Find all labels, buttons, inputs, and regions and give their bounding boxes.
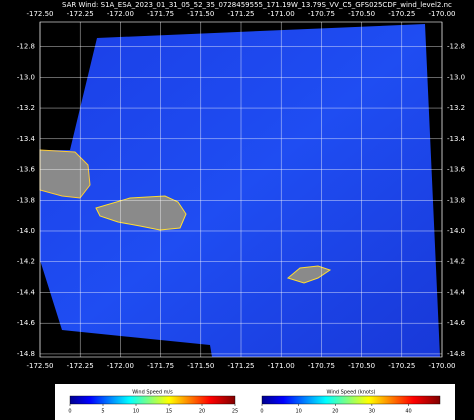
y-tick-label: -14.4 <box>17 288 36 296</box>
island-savaii <box>39 149 91 199</box>
x-tick-label: -171.00 <box>268 10 295 18</box>
sar-swath <box>39 24 440 357</box>
y-tick-label: -13.0 <box>17 73 35 81</box>
island-upolu <box>95 195 187 231</box>
y-tick-label: -14.0 <box>447 227 465 235</box>
y-tick-label: -14.6 <box>447 319 466 327</box>
map-frame <box>39 21 443 358</box>
y-tick-label: -14.4 <box>447 288 466 296</box>
colorbar-label: Wind Speed m/s <box>132 390 173 396</box>
island-tutuila <box>286 265 332 284</box>
colorbar-tick-label: 25 <box>232 409 238 415</box>
y-tick-label: -12.8 <box>447 43 465 51</box>
x-tick-label: -171.00 <box>268 362 295 370</box>
x-tick-label: -170.50 <box>348 362 375 370</box>
colorbar <box>69 395 236 405</box>
x-tick-label: -170.00 <box>428 10 455 18</box>
x-tick-label: -172.00 <box>107 362 134 370</box>
y-tick-label: -14.2 <box>447 258 465 266</box>
colorbar-tick-label: 5 <box>101 409 104 415</box>
x-tick-label: -172.25 <box>67 10 94 18</box>
map-title: SAR Wind: S1A_ESA_2023_01_31_05_52_35_07… <box>62 1 452 9</box>
y-tick-label: -13.2 <box>447 104 465 112</box>
y-tick-label: -13.4 <box>17 135 36 143</box>
y-tick-label: -13.0 <box>447 73 465 81</box>
y-tick-label: -13.2 <box>17 104 35 112</box>
y-tick-label: -13.8 <box>17 196 35 204</box>
colorbar-tick-label: 20 <box>199 409 205 415</box>
wind-field <box>40 24 440 357</box>
x-tick-label: -172.25 <box>67 362 94 370</box>
colorbar-tick-label: 10 <box>133 409 139 415</box>
y-tick-label: -13.8 <box>447 196 465 204</box>
colorbar-tick-label: 10 <box>295 409 301 415</box>
colorbar <box>261 395 441 405</box>
x-tick-label: -170.75 <box>308 10 335 18</box>
y-tick-label: -12.8 <box>17 43 35 51</box>
x-tick-label: -172.50 <box>26 10 53 18</box>
colorbar-tick-label: 30 <box>369 409 375 415</box>
x-tick-label: -170.25 <box>388 362 415 370</box>
x-tick-label: -172.00 <box>107 10 134 18</box>
x-tick-label: -171.50 <box>187 362 214 370</box>
y-tick-label: -13.6 <box>17 166 36 174</box>
y-tick-label: -13.4 <box>447 135 466 143</box>
x-tick-label: -170.25 <box>388 10 415 18</box>
colorbar-tick-label: 20 <box>332 409 338 415</box>
y-tick-label: -13.6 <box>447 166 466 174</box>
y-tick-label: -14.6 <box>17 319 36 327</box>
x-tick-label: -170.00 <box>428 362 455 370</box>
y-tick-label: -14.8 <box>447 350 465 358</box>
x-tick-label: -171.75 <box>147 362 174 370</box>
x-tick-label: -171.25 <box>227 10 254 18</box>
colorbar-tick-label: 15 <box>166 409 172 415</box>
y-tick-label: -14.8 <box>17 350 35 358</box>
y-tick-label: -14.0 <box>17 227 35 235</box>
x-tick-label: -171.75 <box>147 10 174 18</box>
x-tick-label: -171.50 <box>187 10 214 18</box>
x-tick-label: -170.50 <box>348 10 375 18</box>
y-tick-label: -14.2 <box>17 258 35 266</box>
x-tick-label: -171.25 <box>227 362 254 370</box>
colorbar-tick-label: 40 <box>405 409 411 415</box>
x-tick-label: -172.50 <box>26 362 53 370</box>
x-tick-label: -170.75 <box>308 362 335 370</box>
colorbar-tick-label: 0 <box>260 409 263 415</box>
colorbar-tick-label: 0 <box>68 409 71 415</box>
colorbar-label: Wind Speed (knots) <box>326 390 375 396</box>
